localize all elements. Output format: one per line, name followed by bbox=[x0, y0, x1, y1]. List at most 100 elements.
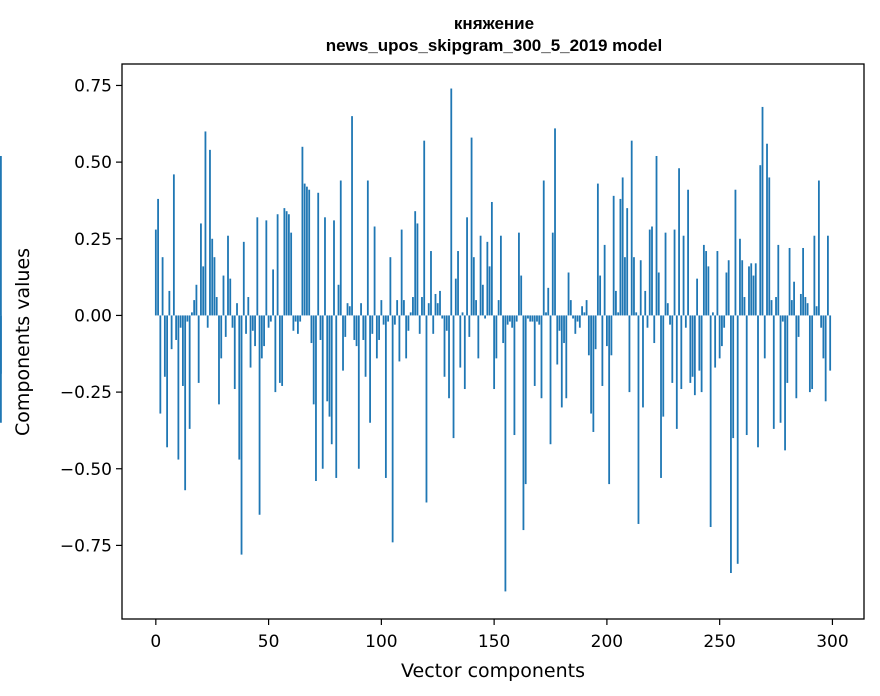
bar bbox=[299, 315, 302, 322]
bar bbox=[761, 106, 764, 316]
y-tick-label: −0.25 bbox=[60, 383, 112, 403]
bar bbox=[297, 315, 299, 334]
bar bbox=[741, 260, 744, 316]
bar bbox=[689, 315, 692, 383]
bar bbox=[287, 214, 290, 316]
bar bbox=[308, 189, 311, 316]
bar bbox=[312, 315, 315, 405]
bar bbox=[788, 247, 791, 316]
bar bbox=[603, 244, 606, 316]
bar bbox=[393, 315, 396, 325]
bar bbox=[339, 180, 342, 316]
bar bbox=[515, 315, 518, 322]
bar bbox=[549, 315, 552, 445]
bar bbox=[251, 315, 254, 331]
bar bbox=[348, 306, 351, 316]
bar bbox=[583, 312, 586, 316]
bar bbox=[353, 315, 356, 340]
bar bbox=[439, 290, 441, 316]
bar bbox=[436, 303, 439, 316]
bar bbox=[772, 315, 775, 429]
bar bbox=[430, 251, 432, 316]
x-axis-ticks: 0 50 100 150 200 250 300 bbox=[150, 619, 849, 652]
bar bbox=[626, 208, 629, 316]
y-axis-label: Components values bbox=[12, 248, 34, 436]
bar bbox=[763, 315, 766, 359]
bar bbox=[321, 315, 324, 469]
bar bbox=[400, 229, 403, 316]
bar bbox=[206, 315, 209, 328]
bar bbox=[817, 180, 820, 316]
bar bbox=[265, 220, 268, 316]
bar bbox=[191, 312, 193, 316]
bar bbox=[416, 223, 419, 316]
bar bbox=[389, 257, 392, 316]
bar bbox=[384, 315, 387, 478]
bar bbox=[245, 315, 247, 334]
bar bbox=[319, 315, 322, 340]
bar bbox=[222, 275, 225, 316]
bar bbox=[799, 293, 802, 316]
bar bbox=[687, 189, 689, 316]
bar bbox=[696, 278, 698, 316]
y-tick-label: −0.50 bbox=[60, 460, 112, 480]
bar bbox=[315, 315, 317, 482]
bar bbox=[605, 315, 608, 347]
bar bbox=[806, 303, 809, 316]
bar bbox=[680, 315, 683, 390]
bar bbox=[617, 312, 620, 316]
bar bbox=[204, 131, 207, 316]
bars-group bbox=[0, 88, 832, 592]
bar bbox=[242, 241, 245, 316]
bar bbox=[355, 315, 358, 347]
bar bbox=[745, 315, 748, 436]
bar bbox=[218, 315, 220, 405]
bar bbox=[484, 315, 486, 319]
bar bbox=[628, 315, 631, 393]
bar bbox=[723, 315, 726, 328]
bar bbox=[718, 315, 721, 359]
bar bbox=[445, 315, 448, 331]
x-tick-label: 200 bbox=[591, 632, 623, 652]
bar bbox=[630, 140, 633, 316]
bar bbox=[344, 315, 347, 337]
bar bbox=[409, 312, 412, 316]
bar bbox=[346, 303, 349, 316]
bar bbox=[391, 315, 394, 543]
bar bbox=[662, 315, 665, 417]
bar bbox=[200, 223, 202, 316]
bar bbox=[504, 315, 507, 592]
bar bbox=[533, 315, 536, 386]
bar bbox=[730, 315, 732, 574]
bar bbox=[276, 214, 279, 316]
bar bbox=[179, 315, 182, 328]
bar bbox=[678, 168, 680, 316]
bar bbox=[635, 312, 638, 316]
bar bbox=[274, 315, 277, 393]
bar bbox=[592, 315, 595, 432]
bar bbox=[256, 217, 259, 316]
bar bbox=[542, 180, 545, 316]
chart-subtitle: news_upos_skipgram_300_5_2019 model bbox=[326, 36, 662, 55]
bar bbox=[227, 235, 229, 316]
bar bbox=[824, 315, 827, 402]
bar bbox=[565, 315, 568, 399]
bar bbox=[292, 315, 295, 331]
bar bbox=[238, 315, 241, 460]
bar bbox=[457, 251, 459, 316]
bar bbox=[427, 303, 430, 316]
bar bbox=[486, 241, 489, 316]
bar bbox=[551, 232, 554, 316]
bar bbox=[328, 315, 331, 417]
bar bbox=[829, 315, 832, 371]
bar bbox=[621, 177, 624, 316]
bar bbox=[181, 315, 184, 386]
bar bbox=[211, 238, 214, 316]
bar bbox=[601, 315, 604, 386]
bar bbox=[531, 315, 534, 322]
bar bbox=[578, 315, 581, 328]
bar bbox=[795, 315, 798, 399]
bar bbox=[154, 229, 157, 316]
bar bbox=[197, 315, 200, 383]
